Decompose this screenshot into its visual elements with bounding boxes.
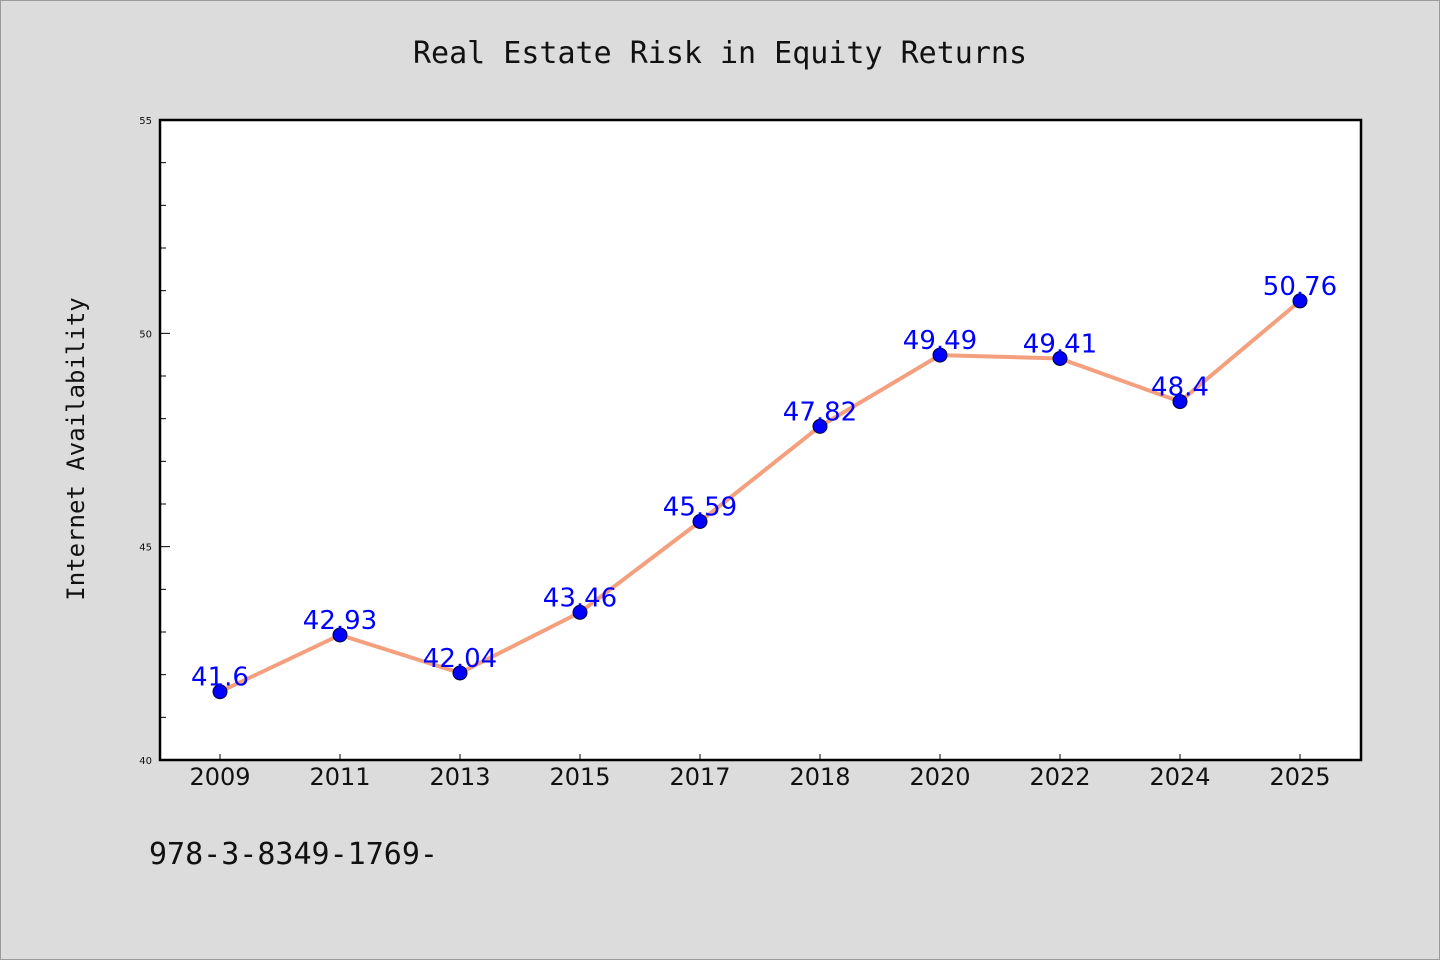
data-markers xyxy=(212,293,1308,700)
x-tick-label: 2013 xyxy=(429,763,490,791)
data-label: 49.41 xyxy=(1023,330,1097,360)
x-tick-label: 2024 xyxy=(1149,763,1210,791)
y-tick-label: 55 xyxy=(139,116,152,127)
footer-code: 978-3-8349-1769- xyxy=(149,837,438,872)
data-point xyxy=(1292,293,1308,309)
x-tick-label: 2022 xyxy=(1029,763,1090,791)
data-label: 42.93 xyxy=(303,606,377,636)
x-tick-label: 2015 xyxy=(549,763,610,791)
y-tick-label: 50 xyxy=(139,329,152,340)
x-tick-label: 2011 xyxy=(309,763,370,791)
data-label: 42.04 xyxy=(423,644,497,674)
data-label: 48.4 xyxy=(1151,373,1209,403)
data-point xyxy=(1172,394,1188,410)
x-tick-label: 2018 xyxy=(789,763,850,791)
data-label: 49.49 xyxy=(903,326,977,356)
data-point xyxy=(452,665,468,681)
data-point xyxy=(932,347,948,363)
x-tick-label: 2020 xyxy=(909,763,970,791)
data-point xyxy=(812,418,828,434)
data-labels: 41.6 42.93 42.04 43.46 45.59 47.82 49.49 49.41 4… xyxy=(191,272,1337,693)
data-point xyxy=(332,627,348,643)
data-point xyxy=(1052,351,1068,367)
plot-border xyxy=(158,118,1363,762)
y-tick-label: 45 xyxy=(139,543,152,554)
y-tick-label: 40 xyxy=(139,756,152,767)
data-point xyxy=(572,604,588,620)
data-label: 47.82 xyxy=(783,397,857,427)
data-label: 45.59 xyxy=(663,492,737,522)
data-label: 41.6 xyxy=(191,663,249,693)
chart-title: Real Estate Risk in Equity Returns xyxy=(413,36,1027,71)
series-line xyxy=(218,298,1302,694)
x-tick-label: 2025 xyxy=(1269,763,1330,791)
x-axis-ticks: 2009 2011 2013 2015 2017 2018 2020 2022 2024 2025 xyxy=(189,754,1331,791)
data-label: 43.46 xyxy=(543,583,617,613)
data-label: 50.76 xyxy=(1263,272,1337,302)
plot-area xyxy=(160,120,1361,760)
data-point xyxy=(212,684,228,700)
y-axis-label: Internet Availability xyxy=(62,297,90,600)
data-point xyxy=(692,513,708,529)
x-tick-label: 2017 xyxy=(669,763,730,791)
x-tick-label: 2009 xyxy=(189,763,250,791)
